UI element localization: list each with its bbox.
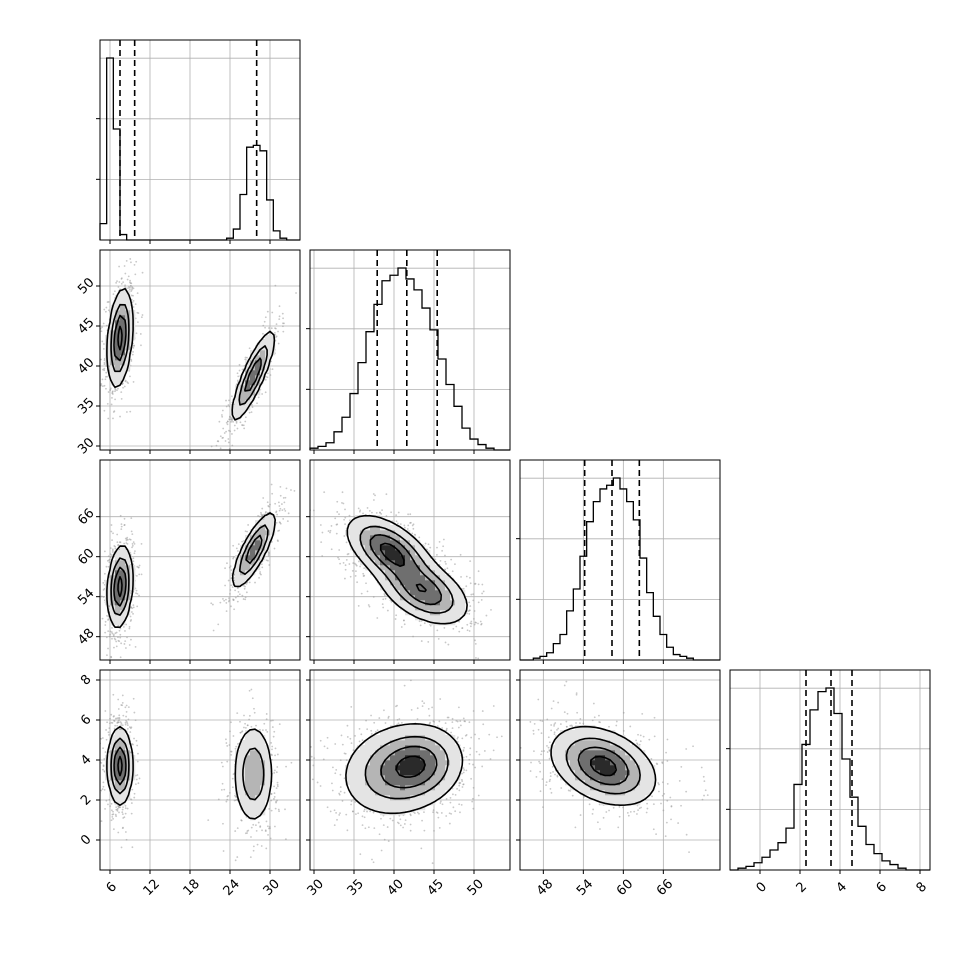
x-tick-label: 54	[574, 877, 596, 899]
x-tick-label: 4	[834, 880, 850, 896]
x-tick-label: 40	[385, 877, 407, 899]
contour-line	[117, 755, 123, 777]
x-tick-label: 60	[614, 877, 636, 899]
panel-frame	[309, 249, 511, 451]
contour-line	[364, 735, 449, 800]
scatter-panel-2-3	[306, 459, 511, 664]
contour-line	[346, 514, 468, 625]
x-tick-label: 48	[534, 877, 556, 899]
density-contours	[106, 725, 273, 820]
panel-frame	[309, 459, 511, 661]
y-tick-label: 66	[75, 506, 97, 528]
panel-background	[520, 460, 720, 660]
panel-frame	[519, 459, 721, 661]
y-tick-label: 4	[78, 752, 94, 768]
histogram-panel-4: 0 2 4 6 8	[726, 669, 931, 896]
contour-line	[380, 745, 438, 789]
y-tick-label: 30	[75, 435, 97, 457]
histogram-panel-1	[96, 39, 301, 244]
x-tick-label: 30	[261, 877, 283, 899]
density-contours	[106, 287, 276, 421]
contour-line	[345, 723, 464, 815]
density-contours	[550, 725, 657, 806]
x-tick-label: 2	[794, 880, 810, 896]
x-tick-label: 35	[345, 877, 367, 899]
contour-line	[113, 746, 127, 786]
x-tick-label: 0	[754, 880, 770, 896]
y-tick-label: 54	[75, 586, 97, 608]
x-tick-label: 6	[104, 880, 120, 896]
contour-line	[550, 725, 657, 806]
histogram-step	[520, 477, 720, 661]
x-tick-label: 12	[141, 877, 163, 899]
contour-line	[110, 303, 268, 406]
density-contours	[106, 512, 276, 629]
contour-line	[117, 576, 123, 598]
x-tick-label: 18	[181, 877, 203, 899]
contour-line	[106, 512, 276, 629]
panel-frame	[309, 669, 511, 871]
panel-background	[310, 250, 510, 450]
contour-line	[113, 534, 263, 607]
scatter-panel-1-3: 48 54 60 66	[75, 459, 301, 664]
x-tick-label: 30	[305, 877, 327, 899]
contour-line	[395, 755, 426, 778]
panel-background	[100, 40, 300, 240]
scatter-panel-2-4: 30 35 40 45 50	[305, 669, 511, 899]
panel-frame	[99, 669, 301, 871]
y-tick-label: 35	[75, 395, 97, 417]
panel-frame	[519, 669, 721, 871]
contour-line	[369, 534, 442, 606]
contour-line	[577, 746, 629, 786]
scatter-panel-1-2: 30 35 40 45 50	[75, 249, 301, 458]
panel-background	[730, 670, 930, 870]
contour-line	[106, 725, 273, 820]
density-contours	[345, 723, 464, 815]
y-tick-label: 50	[75, 275, 97, 297]
y-tick-label: 8	[78, 672, 94, 688]
contour-line	[590, 755, 617, 777]
contour-line	[359, 525, 454, 614]
x-tick-label: 50	[465, 877, 487, 899]
y-tick-label: 48	[75, 626, 97, 648]
contour-line	[117, 325, 123, 351]
y-tick-label: 40	[75, 355, 97, 377]
x-tick-label: 45	[425, 877, 447, 899]
y-tick-label: 6	[78, 712, 94, 728]
x-tick-label: 6	[874, 880, 890, 896]
panel-frame	[99, 39, 301, 241]
contour-line	[379, 542, 427, 593]
y-tick-label: 2	[78, 792, 94, 808]
panel-frame	[99, 459, 301, 661]
scatter-panel-3-4: 48 54 60 66	[516, 669, 721, 899]
contour-line	[110, 524, 269, 616]
x-tick-label: 66	[654, 877, 676, 899]
x-tick-label: 8	[914, 880, 930, 896]
contour-line	[110, 737, 265, 801]
y-tick-label: 45	[75, 315, 97, 337]
panel-frame	[729, 669, 931, 871]
contour-line	[113, 314, 262, 392]
density-contours	[346, 514, 468, 625]
y-tick-label: 60	[75, 546, 97, 568]
histogram-step	[730, 687, 930, 871]
contour-line	[565, 737, 641, 795]
panel-frame	[99, 249, 301, 451]
histogram-panel-3	[516, 459, 721, 664]
x-tick-label: 24	[221, 877, 243, 899]
histogram-panel-2	[306, 249, 511, 454]
y-tick-label: 0	[78, 832, 94, 848]
contour-line	[106, 287, 276, 421]
